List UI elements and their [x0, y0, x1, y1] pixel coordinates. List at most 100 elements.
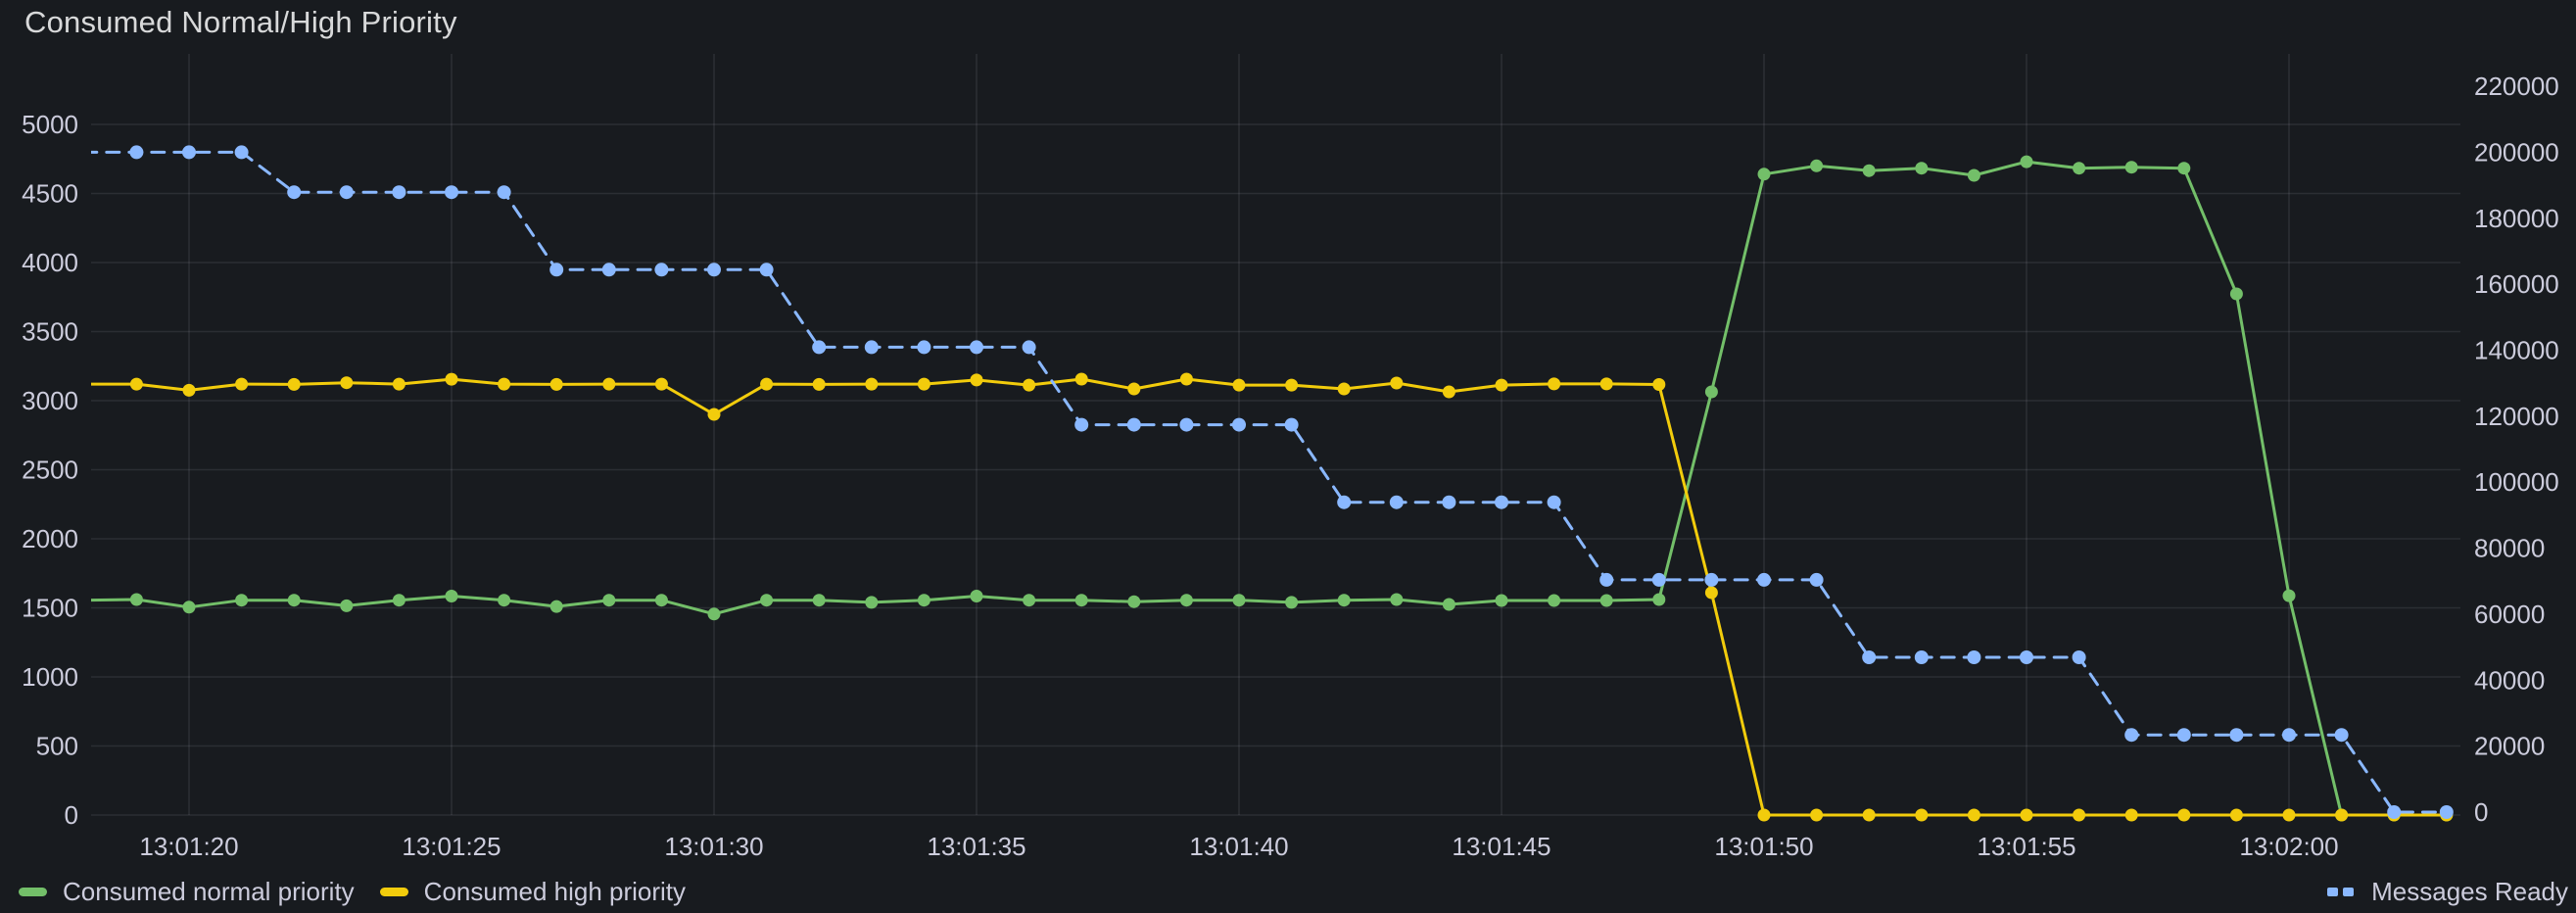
data-point-consumed-high-priority: [1704, 586, 1718, 600]
data-point-messages-ready: [129, 145, 144, 160]
data-point-consumed-normal-priority: [2124, 161, 2138, 174]
y-right-tick-label: 80000: [2474, 534, 2545, 563]
data-point-consumed-normal-priority: [1967, 168, 1980, 182]
data-point-messages-ready: [2072, 650, 2086, 664]
y-left-tick-label: 500: [36, 732, 78, 761]
legend-item-consumed-high-priority[interactable]: Consumed high priority: [379, 877, 686, 907]
y-right-tick-label: 60000: [2474, 600, 2545, 629]
y-right-tick-label: 0: [2474, 797, 2488, 827]
x-tick-label: 13:01:55: [1977, 832, 2075, 861]
data-point-consumed-high-priority: [1285, 378, 1299, 392]
series-line-consumed-normal-priority: [91, 160, 2449, 817]
data-point-consumed-high-priority: [1023, 378, 1036, 392]
data-point-consumed-normal-priority: [1862, 164, 1876, 177]
y-right-tick-label: 20000: [2474, 732, 2545, 761]
data-point-messages-ready: [2334, 728, 2349, 743]
data-point-messages-ready: [1704, 572, 1719, 587]
data-point-messages-ready: [2229, 728, 2244, 743]
data-point-consumed-normal-priority: [2229, 287, 2243, 301]
data-point-consumed-normal-priority: [235, 594, 249, 607]
legend-item-messages-ready[interactable]: Messages Ready: [2327, 877, 2568, 907]
series-line-messages-ready: [91, 150, 2449, 814]
data-point-consumed-normal-priority: [1704, 385, 1718, 399]
data-point-consumed-normal-priority: [287, 594, 301, 607]
data-point-consumed-normal-priority: [1810, 159, 1824, 172]
data-point-consumed-normal-priority: [1285, 596, 1299, 609]
line-swatch-icon: [19, 888, 47, 896]
data-point-consumed-high-priority: [1652, 378, 1666, 391]
data-point-consumed-high-priority: [1442, 385, 1455, 399]
axis-labels: 0 500 1000 1500 2000 2500 3000 3500 4000 4500 5000…: [22, 72, 2559, 861]
y-left-tick-label: 1500: [22, 594, 78, 623]
data-point-consumed-high-priority: [1599, 377, 1613, 391]
legend-item-consumed-normal-priority[interactable]: Consumed normal priority: [19, 877, 355, 907]
gridlines: [91, 54, 2460, 816]
data-point-messages-ready: [1651, 572, 1666, 587]
data-point-consumed-high-priority: [2229, 808, 2243, 822]
data-point-consumed-high-priority: [445, 372, 458, 386]
data-point-messages-ready: [392, 185, 406, 200]
series-consumed-high-priority: [77, 372, 2454, 822]
data-point-consumed-normal-priority: [2282, 589, 2296, 602]
data-point-consumed-high-priority: [1074, 372, 1088, 386]
data-point-consumed-high-priority: [182, 383, 196, 397]
data-point-consumed-high-priority: [2282, 808, 2296, 822]
data-point-consumed-normal-priority: [129, 593, 143, 606]
data-point-consumed-normal-priority: [392, 594, 405, 607]
y-left-tick-label: 1000: [22, 662, 78, 692]
data-point-consumed-high-priority: [654, 377, 668, 391]
data-point-consumed-normal-priority: [340, 599, 354, 612]
data-point-consumed-high-priority: [2073, 808, 2086, 822]
data-point-consumed-normal-priority: [549, 600, 563, 613]
data-point-messages-ready: [601, 263, 616, 277]
data-point-consumed-high-priority: [1127, 382, 1141, 396]
data-point-consumed-normal-priority: [1232, 594, 1246, 607]
data-point-consumed-high-priority: [1862, 808, 1876, 822]
data-point-consumed-normal-priority: [707, 607, 721, 621]
y-right-tick-label: 120000: [2474, 402, 2559, 431]
data-point-consumed-normal-priority: [812, 594, 826, 607]
data-point-messages-ready: [1757, 572, 1771, 587]
data-point-consumed-normal-priority: [760, 594, 774, 607]
data-point-messages-ready: [1074, 417, 1089, 432]
data-point-consumed-normal-priority: [2177, 162, 2191, 175]
data-point-consumed-high-priority: [77, 378, 90, 391]
y-right-tick-label: 180000: [2474, 204, 2559, 233]
data-point-messages-ready: [917, 340, 931, 355]
data-point-messages-ready: [812, 340, 827, 355]
data-point-consumed-high-priority: [865, 377, 879, 391]
data-point-consumed-high-priority: [970, 373, 983, 387]
data-point-messages-ready: [1914, 650, 1929, 664]
data-point-consumed-normal-priority: [2020, 155, 2033, 168]
data-point-consumed-high-priority: [1915, 808, 1929, 822]
x-tick-label: 13:01:45: [1452, 832, 1550, 861]
data-point-consumed-high-priority: [1495, 378, 1508, 392]
x-tick-label: 13:01:35: [927, 832, 1026, 861]
legend-right: Messages Ready: [2327, 877, 2568, 907]
x-tick-label: 13:01:40: [1189, 832, 1288, 861]
data-point-messages-ready: [864, 340, 879, 355]
panel-title[interactable]: Consumed Normal/High Priority: [24, 5, 457, 39]
data-point-consumed-high-priority: [2124, 808, 2138, 822]
data-point-messages-ready: [1809, 572, 1824, 587]
series-messages-ready: [91, 145, 2454, 819]
y-left-tick-label: 5000: [22, 110, 78, 139]
y-right-tick-label: 40000: [2474, 665, 2545, 695]
data-point-consumed-high-priority: [340, 376, 354, 390]
data-point-messages-ready: [707, 263, 721, 277]
data-point-consumed-normal-priority: [1074, 594, 1088, 607]
data-point-messages-ready: [1967, 650, 1981, 664]
data-point-messages-ready: [287, 185, 302, 200]
data-point-messages-ready: [1284, 417, 1299, 432]
data-point-consumed-high-priority: [1967, 808, 1980, 822]
data-point-messages-ready: [234, 145, 249, 160]
data-point-messages-ready: [2020, 650, 2033, 664]
data-point-consumed-normal-priority: [1023, 594, 1036, 607]
data-point-messages-ready: [1022, 340, 1036, 355]
data-point-messages-ready: [445, 185, 458, 200]
data-point-consumed-normal-priority: [2073, 162, 2086, 175]
data-point-consumed-high-priority: [1548, 377, 1561, 391]
data-point-consumed-normal-priority: [602, 594, 616, 607]
